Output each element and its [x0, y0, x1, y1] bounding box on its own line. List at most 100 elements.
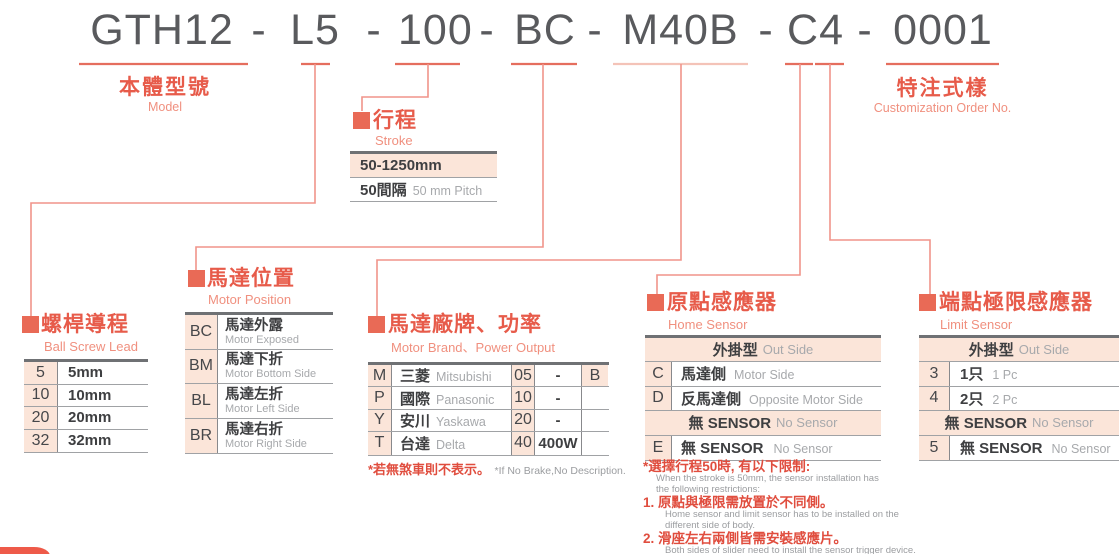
sensor-zh: 1只: [960, 366, 984, 384]
model-code-segment: C4: [787, 6, 844, 54]
model-code-separator: -: [857, 6, 873, 54]
home-sensor-table: 外掛型 Out Side C 馬達側 Motor Side D 反馬達側 Opp…: [645, 335, 881, 461]
table-row: 3 1只 1 Pc: [919, 362, 1119, 387]
group-zh: 無 SENSOR: [944, 415, 1028, 433]
group-zh: 無 SENSOR: [688, 415, 772, 433]
model-code-separator: -: [758, 6, 774, 54]
sensor-zh: 無 SENSOR: [960, 440, 1043, 458]
section-title-en: Ball Screw Lead: [44, 339, 138, 354]
brake-code: [582, 387, 608, 408]
table-row: M 三菱 Mitsubishi 05 - B: [368, 365, 609, 388]
lead-code: 10: [24, 384, 58, 406]
group-en: Out Side: [762, 342, 814, 357]
model-code-separator: -: [366, 6, 382, 54]
position-code: BM: [185, 349, 218, 383]
sensor-en: No Sensor: [1051, 442, 1111, 457]
note-item-zh: 1. 原點與極限需放置於不同側。: [643, 495, 834, 510]
lead-value: 5mm: [68, 364, 104, 382]
brand-en: Delta: [436, 437, 466, 452]
lead-code: 32: [24, 429, 58, 452]
model-code-segment: BC: [514, 6, 576, 54]
model-code-separator: -: [587, 6, 603, 54]
brand-code: M: [368, 365, 392, 387]
sensor-en: No Sensor: [773, 442, 833, 457]
brand-code: Y: [368, 409, 392, 432]
power-value: -: [535, 365, 582, 387]
lead-value: 20mm: [68, 409, 112, 427]
sensor-en: 1 Pc: [992, 368, 1018, 383]
table-row: 50間隔 50 mm Pitch: [350, 178, 497, 201]
note-item-zh: 2. 滑座左右兩側皆需安裝感應片。: [643, 531, 848, 546]
brand-en: Panasonic: [436, 392, 495, 407]
sensor-code: C: [645, 362, 672, 386]
section-title-zh: 端點極限感應器: [939, 291, 1093, 314]
sensor-en: 2 Pc: [992, 392, 1018, 407]
position-code: BL: [185, 384, 218, 418]
page-corner-tab: [0, 547, 50, 554]
sensor-en: Motor Side: [734, 368, 795, 383]
section-title-zh: 本體型號: [119, 76, 211, 99]
note-title-en: When the stroke is 50mm, the sensor inst…: [656, 473, 879, 484]
limit-sensor-table: 外掛型 Out Side 3 1只 1 Pc 4 2只 2 Pc 無 SENSO…: [919, 335, 1119, 461]
power-code: 40: [511, 432, 535, 455]
power-code: 05: [511, 365, 535, 387]
section-bullet: [919, 294, 936, 311]
stroke-pitch-en: 50 mm Pitch: [412, 184, 483, 198]
section-model: 本體型號 Model: [105, 76, 225, 115]
lead-value: 10mm: [68, 386, 112, 404]
section-title-en: Limit Sensor: [940, 317, 1013, 332]
table-row: E 無 SENSOR No Sensor: [645, 435, 881, 460]
group-zh: 外掛型: [968, 342, 1014, 359]
position-code: BR: [185, 418, 218, 453]
section-title-zh: 特注式樣: [896, 77, 989, 100]
table-row: 50-1250mm: [350, 154, 497, 178]
sensor-en: Opposite Motor Side: [749, 392, 863, 407]
section-title-en: Stroke: [375, 133, 413, 148]
model-code-segment: 0001: [893, 6, 993, 54]
table-row: 5 5mm: [24, 362, 148, 385]
section-bullet: [353, 112, 370, 129]
table-row: P 國際 Panasonic 10 -: [368, 387, 609, 410]
table-row: BC 馬達外露 Motor Exposed: [185, 315, 333, 350]
brand-en: Mitsubishi: [436, 370, 492, 385]
brake-footnote: *若無煞車則不表示。 *If No Brake,No Description.: [368, 461, 626, 479]
lead-code: 20: [24, 407, 58, 429]
brand-zh: 國際: [400, 390, 431, 408]
lead-value: 32mm: [68, 432, 112, 450]
table-row: BR 馬達右折 Motor Right Side: [185, 418, 333, 453]
table-row: BM 馬達下折 Motor Bottom Side: [185, 349, 333, 384]
note-item-en: Home sensor and limit sensor has to be i…: [665, 509, 899, 520]
sensor-zh: 無 SENSOR: [681, 440, 764, 458]
stroke-pitch-zh: 50間隔: [360, 182, 407, 199]
table-row: T 台達 Delta 40 400W: [368, 432, 609, 455]
brake-footnote-zh: *若無煞車則不表示。: [368, 462, 491, 477]
power-value: -: [535, 387, 582, 409]
position-en: Motor Bottom Side: [225, 368, 317, 381]
section-title-en: Model: [147, 100, 183, 114]
section-bullet: [647, 294, 664, 311]
power-code: 20: [511, 409, 535, 432]
table-row: C 馬達側 Motor Side: [645, 362, 881, 387]
model-code-segment: M40B: [622, 6, 739, 54]
position-zh: 馬達左折: [225, 386, 283, 403]
section-title-en: Motor Brand、Power Output: [391, 340, 556, 355]
power-code: 10: [511, 387, 535, 409]
table-row: 外掛型 Out Side: [645, 338, 881, 362]
brand-zh: 安川: [400, 412, 431, 430]
brake-code: [582, 432, 608, 454]
group-zh: 外掛型: [712, 342, 758, 359]
model-code-separator: -: [479, 6, 495, 54]
motor-brand-table: M 三菱 Mitsubishi 05 - B P 國際 Panasonic 10…: [368, 362, 609, 456]
sensor-code: 4: [919, 386, 950, 410]
section-title-zh: 螺桿導程: [41, 313, 129, 336]
motor-position-table: BC 馬達外露 Motor Exposed BM 馬達下折 Motor Bott…: [185, 312, 333, 454]
brand-zh: 三菱: [400, 368, 431, 386]
note-title-zh: *選擇行程50時, 有以下限制:: [643, 459, 811, 474]
section-title-zh: 馬達廠牌、功率: [388, 313, 542, 336]
table-row: BL 馬達左折 Motor Left Side: [185, 384, 333, 419]
brand-en: Yaskawa: [436, 414, 486, 429]
note-title-en: the following restrictions:: [656, 483, 761, 495]
group-en: No Sensor: [776, 415, 838, 431]
ball-screw-lead-table: 5 5mm 10 10mm 20 20mm 32 32mm: [24, 359, 148, 453]
